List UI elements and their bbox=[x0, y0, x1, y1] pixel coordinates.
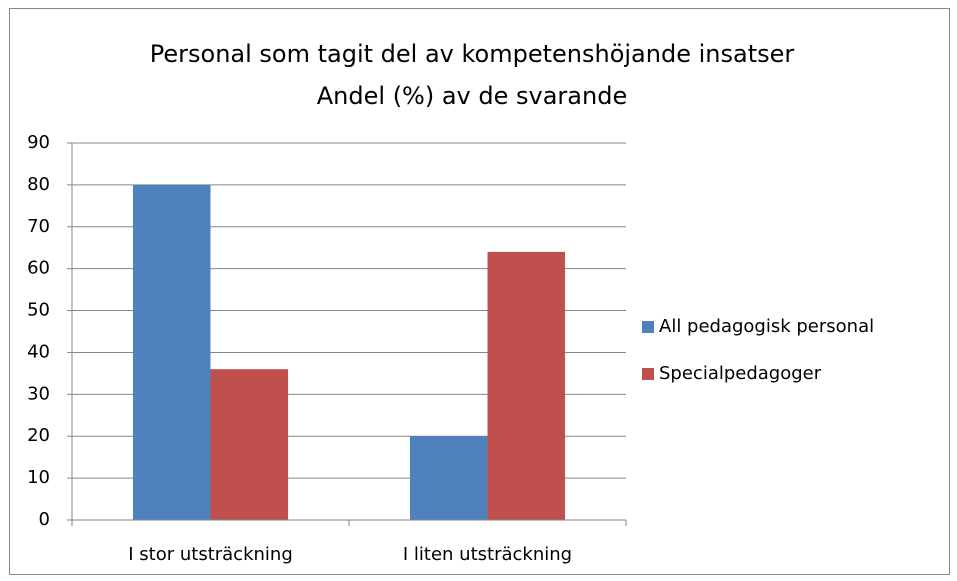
legend-label: All pedagogisk personal bbox=[659, 316, 874, 337]
bar bbox=[132, 184, 211, 520]
chart-title: Personal som tagit del av kompetenshöjan… bbox=[150, 40, 795, 68]
y-tick-label: 80 bbox=[27, 174, 50, 195]
bar bbox=[210, 369, 289, 520]
y-tick-label: 10 bbox=[27, 467, 50, 488]
y-tick-label: 20 bbox=[27, 425, 50, 446]
legend-swatch bbox=[642, 321, 654, 333]
y-tick-label: 90 bbox=[27, 132, 50, 153]
x-tick-label: I stor utsträckning bbox=[128, 544, 293, 565]
y-tick-label: 60 bbox=[27, 258, 50, 279]
y-tick-label: 40 bbox=[27, 341, 50, 362]
bar bbox=[487, 251, 566, 520]
y-tick-label: 0 bbox=[39, 509, 50, 530]
y-tick-label: 30 bbox=[27, 383, 50, 404]
x-tick-label: I liten utsträckning bbox=[403, 544, 572, 565]
bar bbox=[409, 436, 488, 520]
legend-swatch bbox=[642, 368, 654, 380]
chart-subtitle: Andel (%) av de svarande bbox=[317, 82, 627, 110]
legend-label: Specialpedagoger bbox=[659, 363, 822, 384]
y-tick-label: 50 bbox=[27, 300, 50, 321]
y-tick-label: 70 bbox=[27, 216, 50, 237]
